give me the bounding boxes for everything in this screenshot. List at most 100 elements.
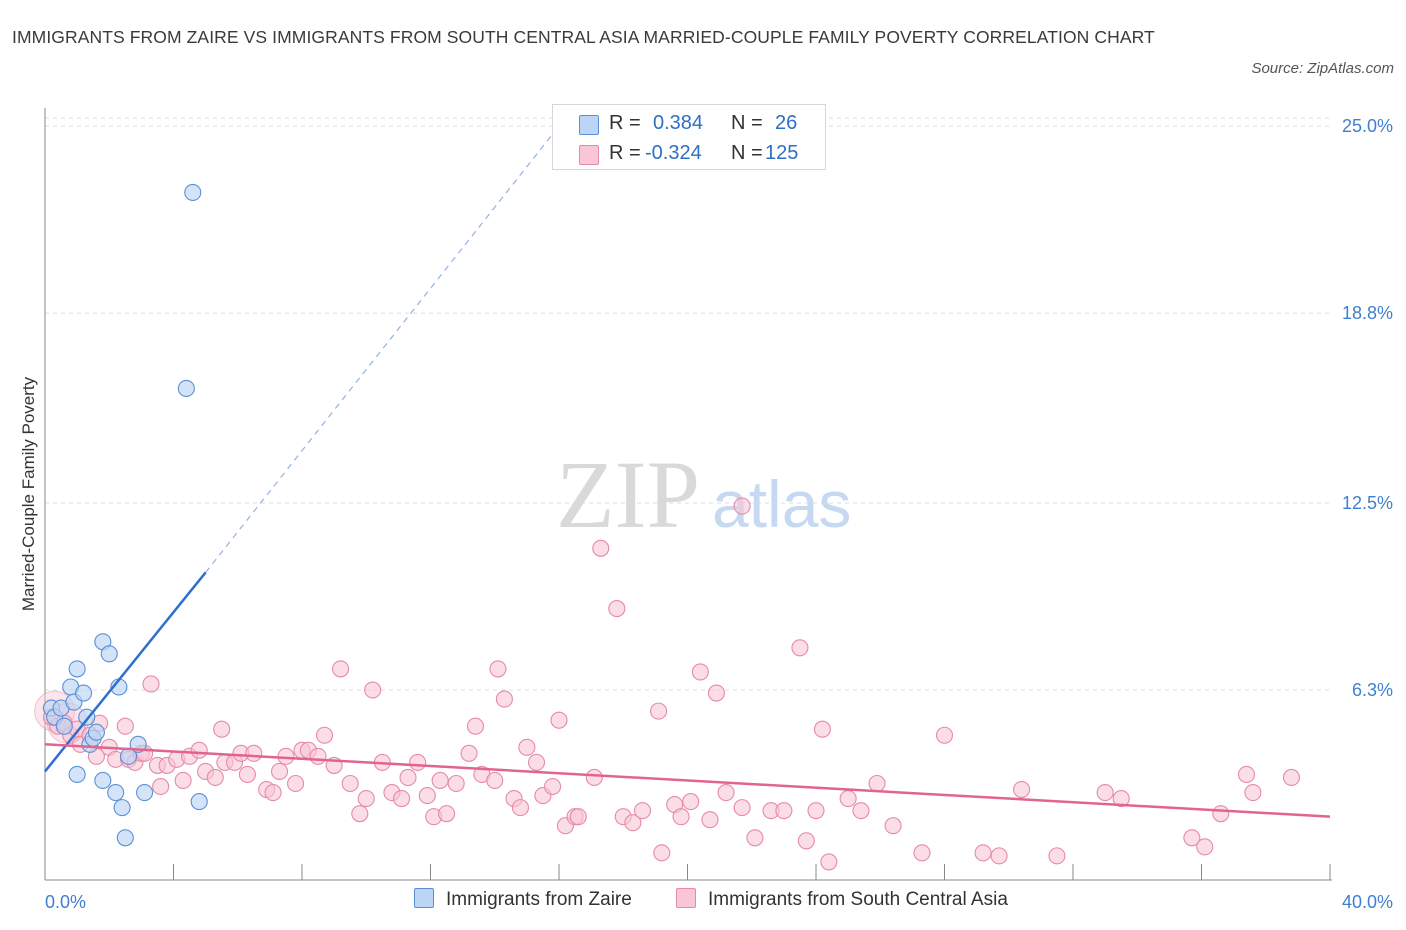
bottom-legend-sca: Immigrants from South Central Asia bbox=[676, 888, 1008, 911]
sca-point-83 bbox=[682, 793, 700, 811]
sca-point-30 bbox=[238, 765, 256, 784]
zaire-point-23 bbox=[177, 379, 195, 398]
zaire-point-14 bbox=[94, 771, 112, 790]
sca-point-36 bbox=[287, 774, 305, 793]
chart-title: IMMIGRANTS FROM ZAIRE VS IMMIGRANTS FROM… bbox=[12, 27, 1155, 47]
series-south-central-asia bbox=[34, 497, 1300, 871]
zaire-point-6 bbox=[68, 765, 86, 784]
sca-point-109 bbox=[1112, 790, 1130, 808]
sca-point-104 bbox=[974, 844, 992, 862]
y-tick-label-2: 12.5% bbox=[1342, 493, 1393, 513]
x-tick-label-1: 40.0% bbox=[1342, 892, 1393, 912]
sca-point-60 bbox=[486, 771, 504, 790]
grid-lines bbox=[45, 117, 1330, 691]
sca-point-39 bbox=[309, 747, 327, 765]
sca-point-114 bbox=[1244, 783, 1262, 802]
sca-point-101 bbox=[884, 817, 902, 835]
sca-point-97 bbox=[820, 853, 838, 871]
sca-point-92 bbox=[775, 802, 793, 820]
sca-point-69 bbox=[550, 711, 568, 729]
zaire-point-19 bbox=[116, 829, 134, 847]
sca-point-78 bbox=[633, 802, 652, 820]
sca-point-98 bbox=[839, 790, 857, 808]
sca-point-21 bbox=[174, 771, 192, 790]
sca-point-99 bbox=[852, 802, 870, 820]
bottom-legend-label-sca: Immigrants from South Central Asia bbox=[708, 889, 1008, 910]
sca-point-16 bbox=[142, 675, 160, 693]
tick-labels: 25.0% 18.8% 12.5% 6.3% 0.0% 40.0% bbox=[45, 116, 1393, 912]
zaire-point-7 bbox=[68, 660, 86, 678]
legend-n-value-zaire: 26 bbox=[775, 112, 798, 134]
zaire-point-22 bbox=[136, 783, 154, 802]
sca-point-62 bbox=[495, 690, 513, 708]
zaire-point-15 bbox=[100, 645, 118, 663]
sca-point-73 bbox=[585, 768, 603, 787]
sca-point-111 bbox=[1196, 838, 1214, 856]
zaire-point-16 bbox=[107, 783, 125, 802]
zaire-point-12 bbox=[87, 723, 105, 741]
sca-point-85 bbox=[701, 811, 719, 829]
sca-point-55 bbox=[438, 805, 456, 823]
sca-point-112 bbox=[1212, 805, 1230, 823]
sca-point-44 bbox=[351, 805, 369, 823]
chart-source: Source: ZipAtlas.com bbox=[1251, 60, 1394, 77]
sca-point-72 bbox=[569, 808, 587, 826]
zaire-point-18 bbox=[113, 799, 131, 817]
sca-point-42 bbox=[331, 660, 350, 678]
legend-swatch-sca bbox=[579, 145, 599, 165]
zaire-point-3 bbox=[55, 717, 73, 735]
sca-point-102 bbox=[913, 844, 931, 862]
legend-r-label: R = bbox=[609, 142, 641, 164]
sca-point-88 bbox=[733, 497, 751, 515]
sca-point-75 bbox=[608, 600, 626, 618]
legend-r-label: R = bbox=[609, 112, 641, 134]
sca-point-95 bbox=[807, 802, 825, 820]
sca-point-33 bbox=[264, 783, 282, 802]
sca-point-25 bbox=[206, 768, 224, 787]
sca-point-46 bbox=[364, 681, 382, 699]
sca-point-26 bbox=[213, 720, 231, 738]
legend-r-value-zaire: 0.384 bbox=[653, 112, 704, 134]
legend-n-label: N = bbox=[731, 142, 763, 164]
bottom-legend-label-zaire: Immigrants from Zaire bbox=[446, 889, 632, 910]
bottom-legend-swatch-sca bbox=[676, 888, 696, 908]
sca-point-49 bbox=[393, 790, 411, 808]
sca-point-45 bbox=[357, 790, 375, 808]
y-axis-title: Married-Couple Family Poverty bbox=[19, 376, 38, 611]
sca-trend-line bbox=[44, 743, 1331, 818]
sca-point-68 bbox=[544, 777, 562, 796]
y-tick-label-3: 6.3% bbox=[1352, 680, 1393, 700]
sca-point-103 bbox=[935, 726, 954, 744]
sca-point-89 bbox=[733, 799, 751, 817]
sca-point-66 bbox=[527, 753, 546, 771]
sca-point-54 bbox=[431, 771, 449, 790]
zaire-point-25 bbox=[190, 793, 208, 811]
axes bbox=[44, 108, 1332, 881]
sca-point-77 bbox=[624, 814, 642, 832]
y-tick-label-0: 25.0% bbox=[1342, 116, 1393, 136]
sca-point-105 bbox=[990, 847, 1008, 865]
legend-r-value-sca: -0.324 bbox=[645, 142, 702, 164]
sca-point-110 bbox=[1183, 829, 1201, 847]
sca-point-43 bbox=[341, 774, 359, 793]
legend-n-label: N = bbox=[731, 112, 763, 134]
zaire-trend-line bbox=[44, 571, 207, 773]
sca-point-106 bbox=[1013, 780, 1031, 799]
sca-point-40 bbox=[315, 726, 334, 744]
sca-point-94 bbox=[797, 832, 815, 850]
bottom-legend-swatch-zaire bbox=[414, 888, 434, 908]
legend-n-value-sca: 125 bbox=[765, 142, 799, 164]
sca-point-34 bbox=[270, 762, 289, 780]
sca-point-93 bbox=[791, 639, 809, 657]
y-tick-label-1: 18.8% bbox=[1342, 303, 1393, 323]
zaire-point-24 bbox=[184, 183, 202, 201]
watermark-atlas: atlas bbox=[712, 467, 851, 541]
sca-point-115 bbox=[1282, 768, 1300, 787]
sca-point-50 bbox=[399, 768, 417, 787]
zaire-point-8 bbox=[75, 684, 93, 702]
sca-point-90 bbox=[746, 829, 764, 847]
sca-point-57 bbox=[460, 744, 478, 762]
zaire-trend-extension bbox=[205, 125, 560, 573]
sca-point-61 bbox=[489, 660, 507, 678]
